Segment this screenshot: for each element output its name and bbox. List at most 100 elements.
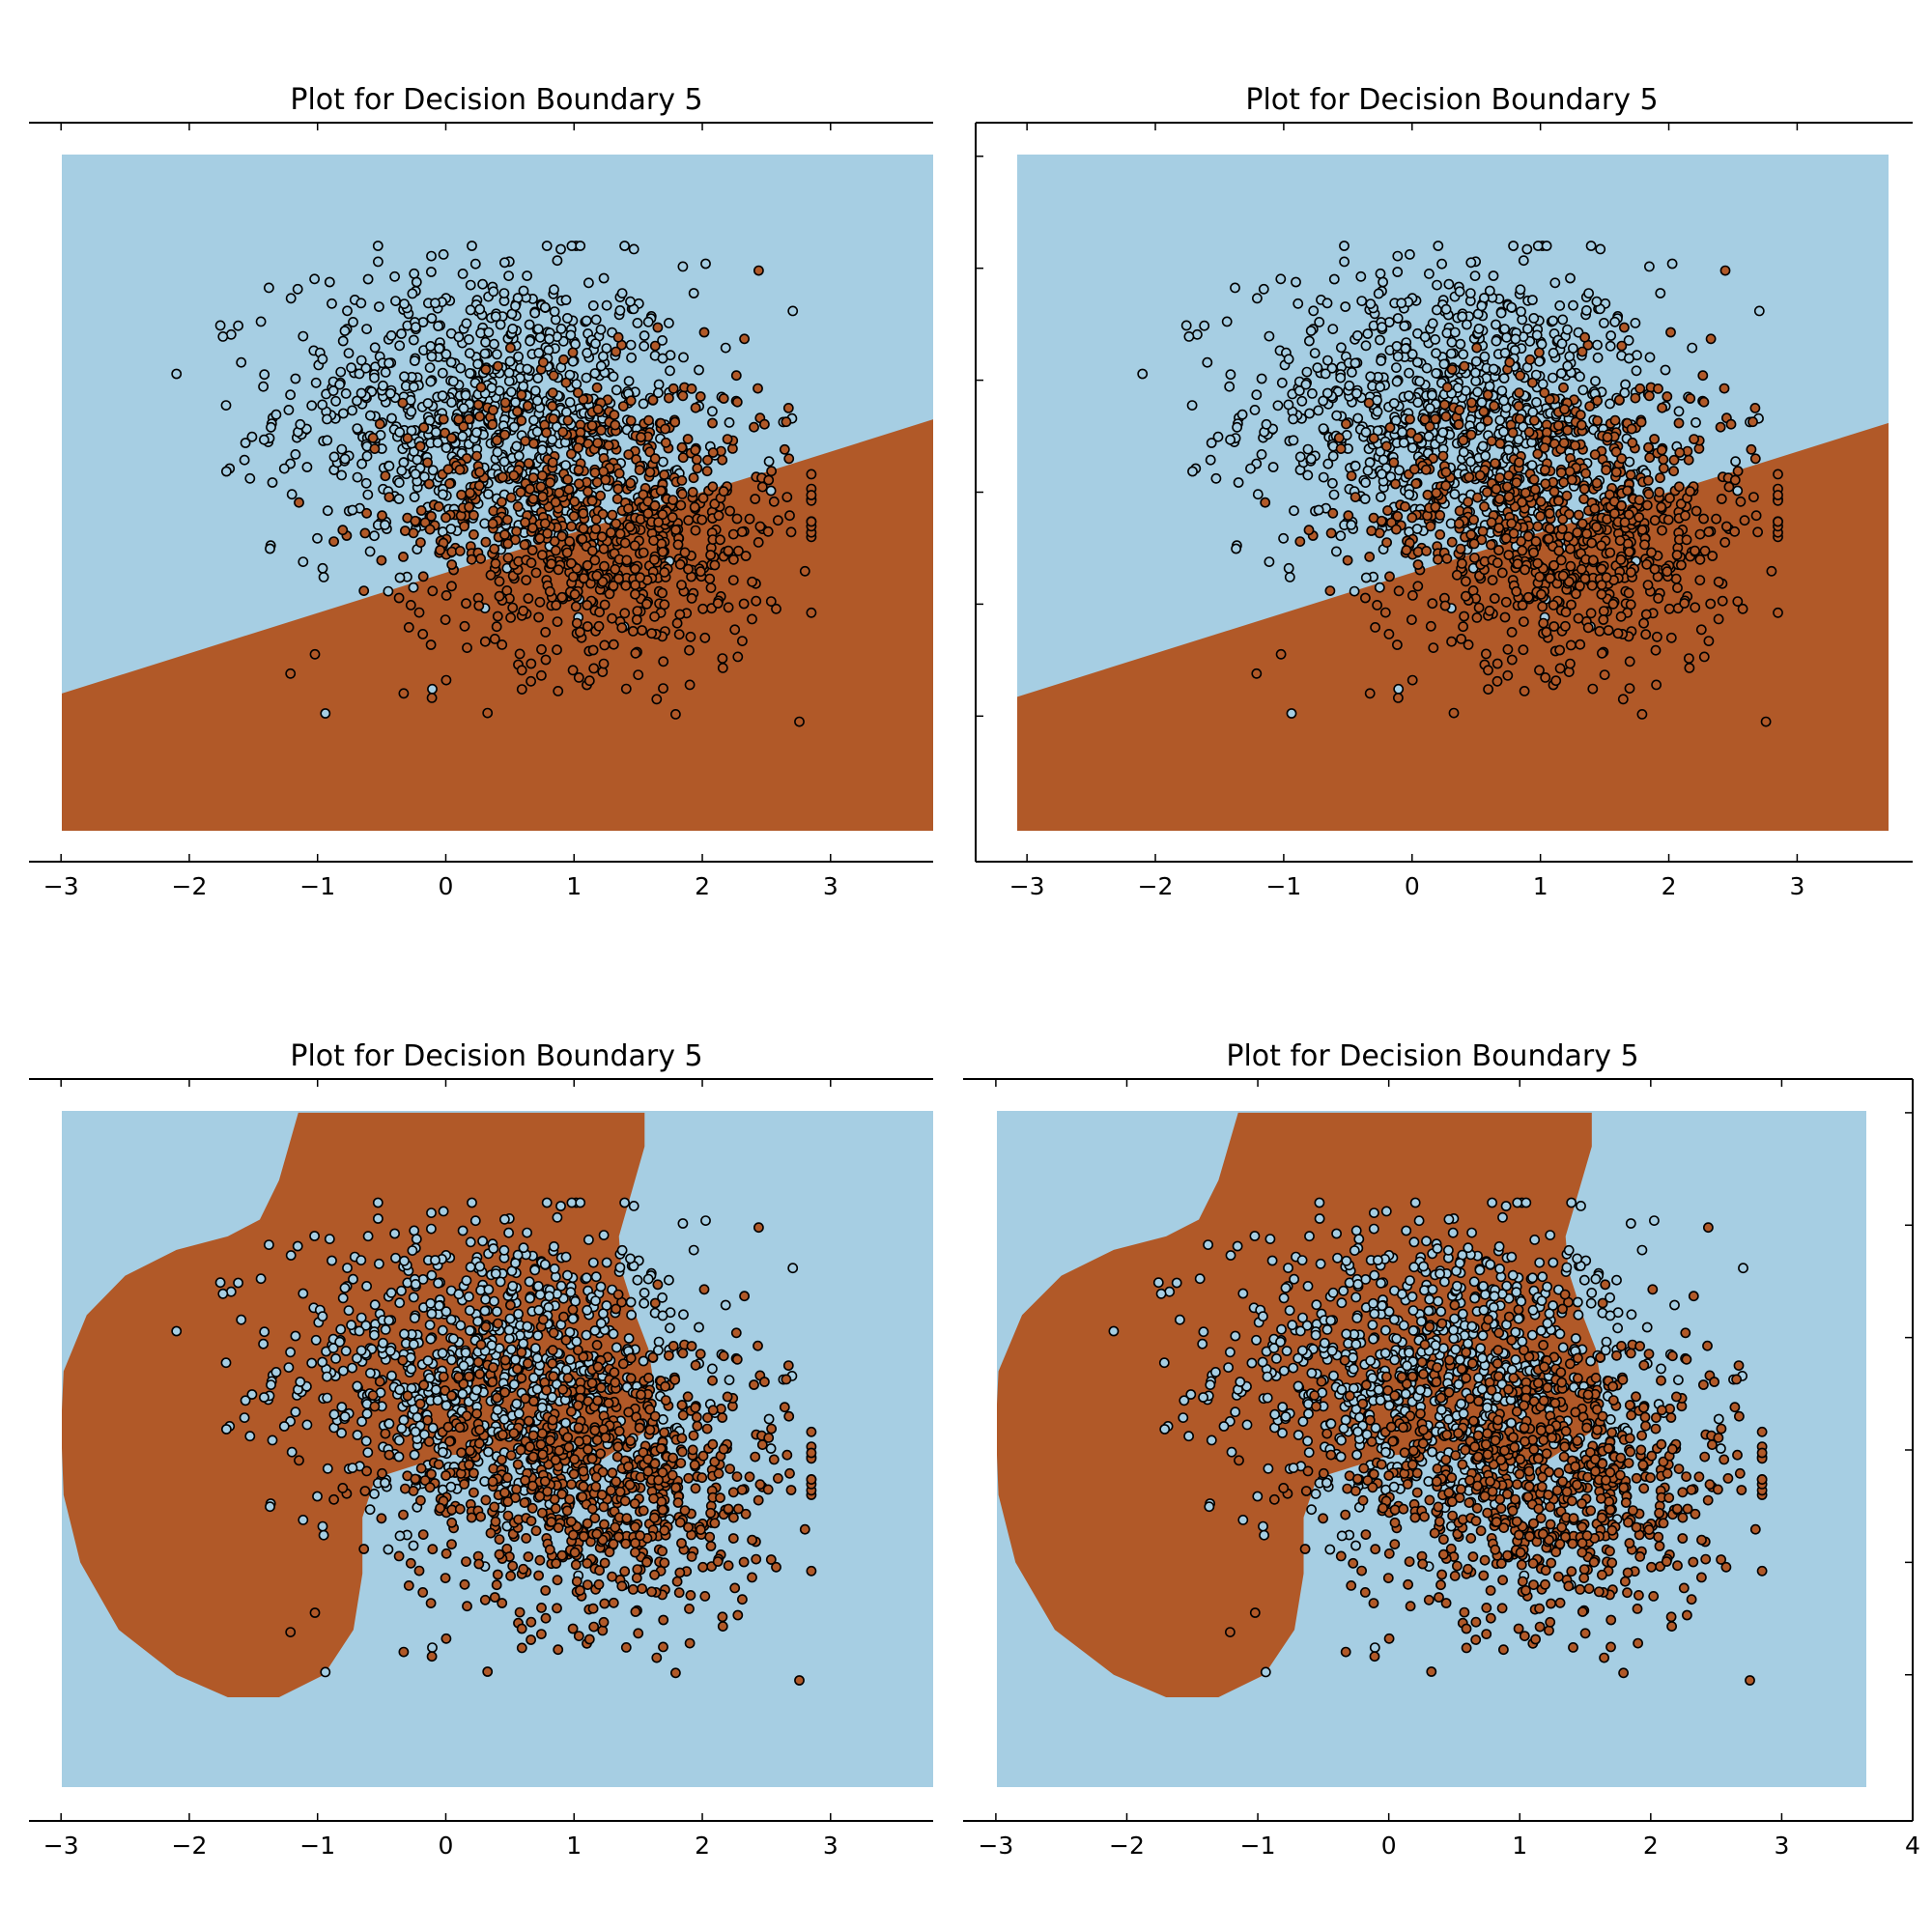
point-class-1	[516, 684, 527, 695]
point-class-1	[591, 1340, 603, 1350]
point-class-1	[459, 521, 469, 532]
point-class-0	[378, 1337, 388, 1349]
point-class-0	[445, 356, 457, 368]
point-class-0	[1470, 367, 1481, 379]
point-class-1	[526, 545, 538, 555]
point-class-1	[410, 1473, 421, 1485]
point-class-1	[625, 477, 636, 489]
point-class-1	[446, 559, 458, 570]
point-class-1	[1683, 454, 1694, 466]
point-class-0	[1619, 387, 1631, 399]
point-class-1	[629, 540, 640, 552]
point-class-0	[678, 1309, 689, 1321]
point-class-1	[553, 686, 564, 696]
point-class-0	[1252, 489, 1264, 500]
point-class-1	[489, 634, 500, 644]
point-class-0	[1318, 471, 1329, 483]
point-class-1	[688, 1430, 699, 1441]
point-class-1	[633, 1628, 644, 1639]
point-class-0	[513, 351, 524, 362]
point-class-0	[1534, 355, 1545, 367]
point-class-1	[1484, 605, 1495, 616]
point-class-1	[1616, 340, 1628, 352]
point-class-0	[465, 304, 476, 316]
point-class-0	[410, 1426, 421, 1437]
point-class-0	[1355, 270, 1367, 282]
point-class-0	[369, 342, 381, 354]
point-class-0	[361, 450, 373, 462]
point-class-1	[490, 558, 501, 569]
point-class-1	[402, 433, 413, 444]
point-class-0	[1392, 351, 1404, 362]
point-class-0	[524, 1276, 535, 1288]
point-class-1	[630, 1606, 641, 1617]
point-class-1	[1592, 395, 1603, 407]
point-class-0	[1199, 320, 1210, 331]
point-class-1	[1487, 575, 1498, 585]
point-class-1	[697, 1561, 708, 1573]
point-class-1	[418, 1379, 430, 1391]
point-class-0	[492, 349, 502, 360]
point-class-0	[422, 398, 434, 409]
point-class-1	[751, 595, 762, 607]
point-class-1	[518, 605, 529, 616]
point-class-1	[482, 707, 494, 719]
point-class-0	[364, 546, 376, 557]
point-class-1	[511, 1484, 522, 1495]
point-class-1	[690, 525, 701, 536]
point-class-1	[1641, 499, 1653, 511]
point-class-0	[1375, 382, 1385, 392]
point-class-1	[598, 1501, 610, 1513]
point-class-1	[1446, 536, 1458, 548]
point-class-1	[722, 434, 733, 444]
point-class-0	[1532, 241, 1544, 251]
point-class-0	[236, 356, 247, 368]
point-class-1	[591, 476, 603, 488]
point-class-1	[583, 1634, 595, 1645]
point-class-0	[1225, 434, 1236, 445]
point-class-0	[437, 489, 448, 500]
point-class-0	[1477, 440, 1489, 452]
point-class-0	[1267, 462, 1279, 472]
point-class-1	[384, 1449, 395, 1461]
point-class-1	[753, 1222, 764, 1234]
point-class-1	[611, 1451, 623, 1463]
point-class-1	[652, 322, 664, 333]
point-class-1	[426, 511, 437, 522]
point-class-1	[446, 1539, 457, 1549]
point-class-1	[799, 565, 810, 577]
point-class-0	[1283, 354, 1294, 365]
point-class-0	[464, 1325, 475, 1336]
point-class-0	[239, 454, 250, 466]
point-class-0	[458, 1360, 469, 1372]
point-class-1	[1578, 494, 1589, 504]
point-class-0	[642, 316, 654, 327]
point-class-1	[1548, 600, 1559, 611]
point-class-0	[539, 1259, 551, 1270]
point-class-0	[1360, 477, 1371, 488]
point-class-1	[727, 1533, 739, 1544]
point-class-0	[1312, 362, 1323, 374]
point-class-0	[369, 1299, 381, 1311]
point-class-1	[544, 585, 555, 597]
point-class-0	[409, 355, 420, 366]
point-class-1	[750, 494, 761, 504]
point-class-1	[642, 508, 654, 519]
point-class-1	[502, 538, 514, 550]
point-class-1	[526, 1634, 536, 1645]
point-class-1	[1749, 402, 1761, 413]
point-class-0	[337, 408, 349, 419]
point-class-0	[328, 451, 340, 463]
point-class-0	[244, 472, 256, 484]
point-class-1	[1383, 629, 1395, 639]
point-class-0	[467, 241, 477, 251]
point-class-1	[1652, 631, 1662, 642]
point-class-0	[582, 1304, 593, 1316]
point-class-0	[581, 1272, 592, 1284]
point-class-1	[530, 567, 542, 579]
point-class-0	[477, 1236, 488, 1247]
point-class-0	[765, 1443, 777, 1454]
point-class-0	[407, 1245, 418, 1256]
point-class-0	[310, 377, 322, 388]
